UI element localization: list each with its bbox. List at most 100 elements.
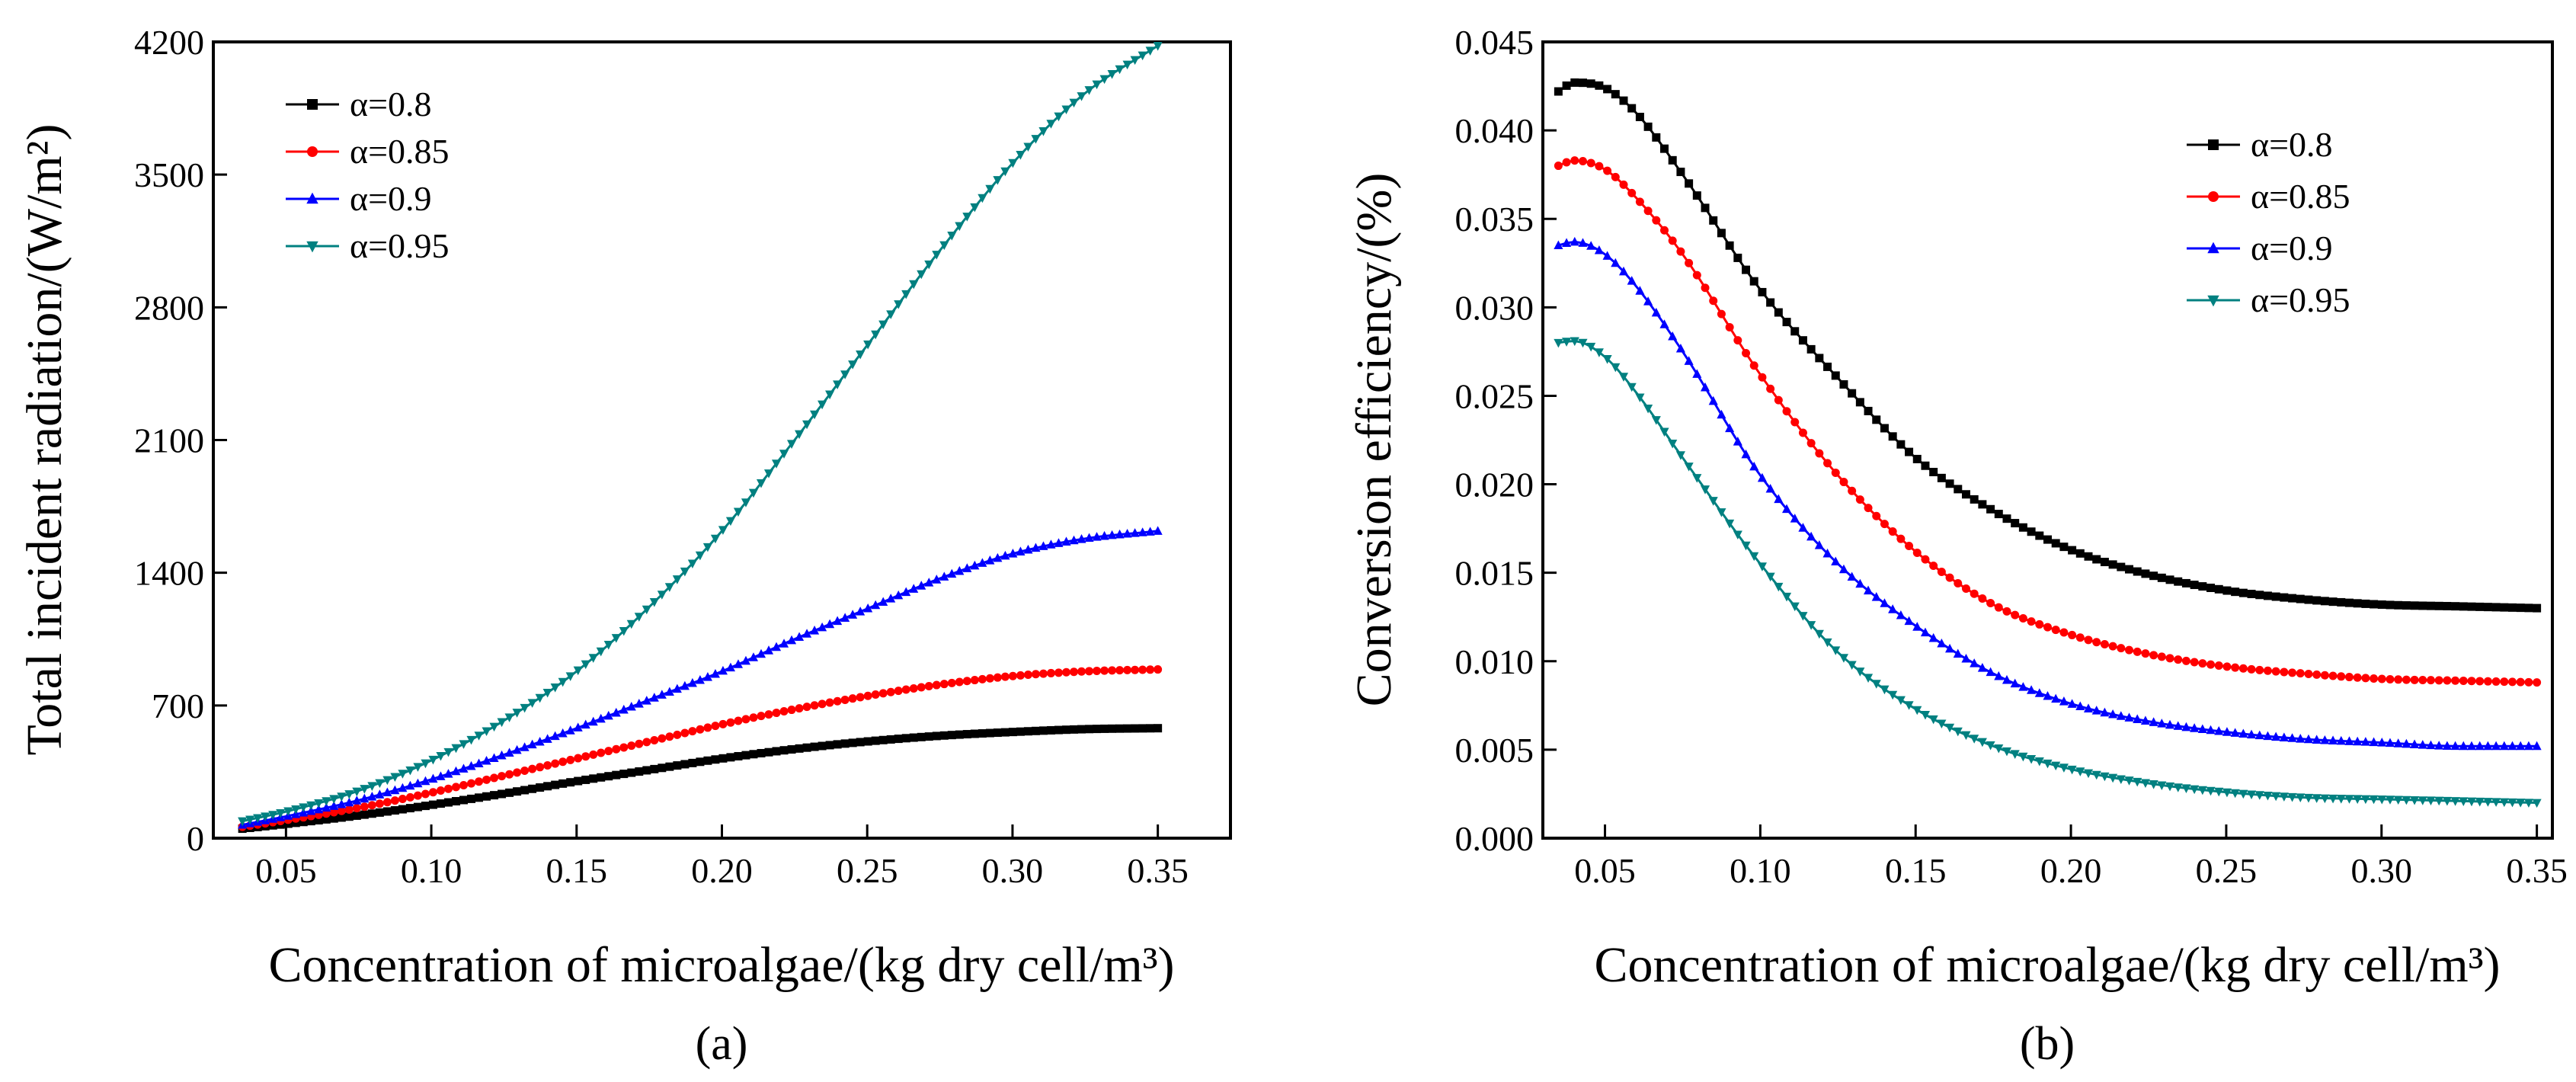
data-point [428, 755, 438, 765]
data-point [565, 725, 575, 735]
data-point [1765, 572, 1775, 582]
data-point [565, 672, 575, 681]
data-point [558, 677, 568, 687]
data-point [2246, 729, 2257, 739]
data-point [421, 759, 430, 769]
data-point [2280, 667, 2289, 677]
data-point [2206, 725, 2216, 735]
data-point [2133, 777, 2142, 787]
data-point [2051, 539, 2060, 548]
data-point [1986, 741, 1995, 751]
data-point [2116, 711, 2126, 720]
data-point [1978, 594, 1987, 603]
data-point [329, 808, 338, 817]
data-point [695, 551, 705, 561]
data-point [1046, 539, 1056, 549]
data-point [1864, 406, 1873, 415]
data-point [2011, 519, 2020, 528]
data-point [314, 799, 324, 808]
data-point [856, 738, 865, 747]
data-point [787, 745, 796, 754]
data-point [932, 575, 942, 584]
data-point [1130, 56, 1140, 66]
data-point [405, 792, 414, 802]
data-point [1798, 612, 1808, 621]
legend-item: α=0.95 [2187, 280, 2350, 319]
data-point [2011, 610, 2020, 619]
data-point [1054, 725, 1063, 735]
data-point [1838, 564, 1849, 574]
data-point [680, 567, 690, 577]
data-point [1838, 654, 1849, 663]
data-point [573, 666, 583, 676]
data-point [459, 780, 469, 789]
data-point [1627, 188, 1637, 197]
data-point [1586, 342, 1596, 352]
data-point [1619, 180, 1628, 189]
data-point [588, 716, 598, 726]
data-point [1107, 70, 1117, 79]
data-point [702, 672, 712, 681]
data-point [1749, 461, 1759, 471]
data-point [878, 597, 888, 606]
data-point [2303, 793, 2314, 803]
data-point [1847, 571, 1857, 581]
data-point [2051, 626, 2060, 635]
data-point [2125, 565, 2134, 574]
data-point [2108, 709, 2118, 719]
data-point [2466, 797, 2477, 807]
data-point [367, 801, 376, 810]
data-point [649, 598, 659, 607]
data-point [2483, 603, 2492, 612]
data-point [603, 710, 613, 720]
data-point [673, 730, 682, 739]
data-point [276, 808, 286, 818]
series-3 [1554, 236, 2542, 751]
data-point [1054, 538, 1064, 547]
data-point [909, 584, 919, 593]
data-point [1676, 168, 1685, 177]
data-point [2214, 725, 2224, 735]
data-point [1839, 380, 1848, 389]
data-point [932, 731, 941, 741]
series-1 [238, 724, 1163, 834]
data-point [2165, 575, 2174, 584]
data-point [764, 710, 773, 719]
panel-caption-b: (b) [2020, 1018, 2075, 1070]
data-point [1872, 415, 1881, 424]
data-point [1774, 308, 1783, 317]
data-point [1717, 409, 1726, 419]
data-point [734, 751, 743, 760]
data-point [352, 811, 361, 820]
data-point [1054, 668, 1063, 677]
series-line [1558, 339, 2537, 805]
data-point [428, 773, 438, 783]
data-point [574, 754, 583, 763]
legend-marker [2208, 191, 2219, 202]
data-point [322, 802, 331, 812]
data-point [1578, 78, 1587, 88]
data-point [1138, 51, 1147, 61]
data-point [2328, 671, 2338, 680]
data-point [2287, 733, 2297, 742]
data-point [2533, 603, 2542, 613]
data-point [2100, 772, 2110, 782]
data-point [1000, 728, 1010, 737]
data-point [856, 350, 866, 360]
data-point [2092, 638, 2101, 647]
data-point [1855, 398, 1864, 407]
data-point [413, 778, 423, 788]
y-tick-label: 0.025 [1455, 376, 1534, 415]
data-point [1061, 536, 1071, 546]
data-point [917, 683, 926, 692]
data-point [2410, 675, 2419, 684]
data-point [673, 761, 682, 770]
data-point [962, 677, 971, 686]
data-point [1562, 338, 1572, 347]
data-point [2173, 783, 2183, 792]
data-point [2165, 654, 2174, 663]
data-point [2206, 786, 2216, 796]
data-point [2206, 660, 2216, 669]
axis-ticks-b: 0.05 0.10 0.15 0.20 0.25 0.30 0.35 0.000 0.005 0.… [1455, 23, 2568, 890]
data-point [306, 817, 315, 826]
